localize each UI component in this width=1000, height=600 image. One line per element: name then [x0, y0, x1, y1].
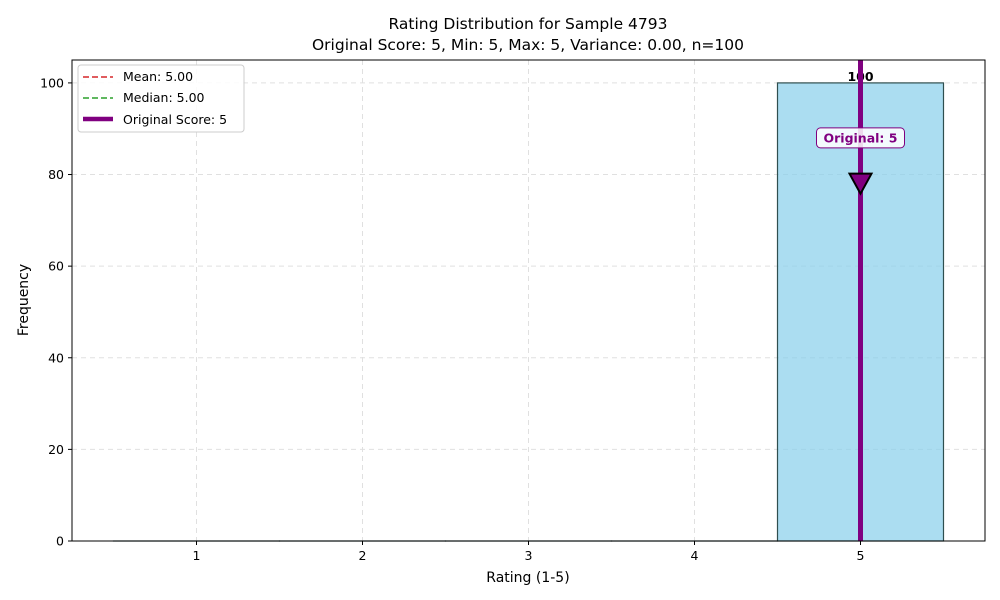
chart-subtitle: Original Score: 5, Min: 5, Max: 5, Varia…: [312, 36, 744, 54]
x-tick-label-1: 1: [193, 548, 201, 563]
y-axis-label: Frequency: [16, 264, 32, 336]
annotation-label: Original: 5: [824, 130, 898, 145]
y-tick-label-0: 0: [56, 534, 64, 549]
annotation-arrow: [847, 172, 874, 196]
x-tick-label-5: 5: [857, 548, 865, 563]
chart-title: Rating Distribution for Sample 4793: [389, 15, 668, 33]
legend-mean-label: Mean: 5.00: [123, 69, 193, 84]
y-tick-label-80: 80: [48, 167, 64, 182]
legend-box: [77, 64, 245, 133]
ticks-layer: 1 2 3 4 5 0 20 40 60 80 100: [40, 75, 864, 563]
x-tick-label-2: 2: [359, 548, 367, 563]
y-tick-label-20: 20: [48, 442, 64, 457]
y-tick-label-60: 60: [48, 259, 64, 274]
x-axis-label: Rating (1-5): [486, 570, 569, 586]
legend-original-label: Original Score: 5: [123, 112, 227, 127]
y-tick-label-100: 100: [40, 75, 64, 90]
x-tick-label-4: 4: [691, 548, 699, 563]
y-tick-label-40: 40: [48, 350, 64, 365]
legend: Mean: 5.00 Median: 5.00 Original Score: …: [77, 64, 245, 133]
annotation-box: [816, 127, 905, 149]
x-tick-label-3: 3: [525, 548, 533, 563]
annotation-layer: Original: 5: [816, 127, 905, 196]
legend-median-label: Median: 5.00: [123, 90, 205, 105]
